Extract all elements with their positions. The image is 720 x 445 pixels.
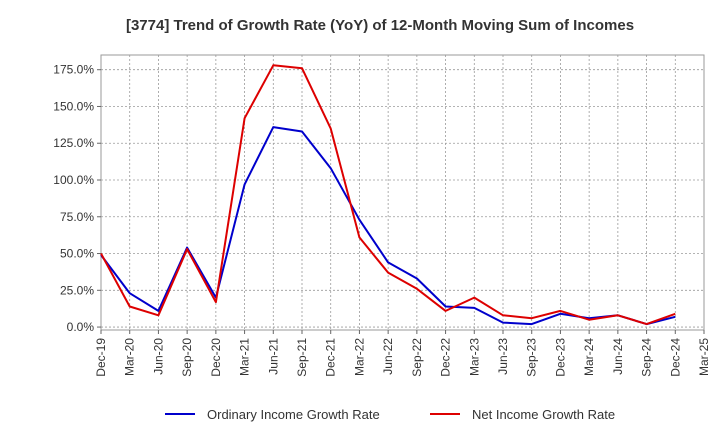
x-tick-label: Mar-21	[238, 338, 252, 376]
x-tick-label: Mar-24	[582, 338, 596, 376]
legend-label: Net Income Growth Rate	[472, 407, 615, 422]
y-tick-label: 125.0%	[53, 136, 94, 150]
chart-title: [3774] Trend of Growth Rate (YoY) of 12-…	[126, 17, 634, 34]
x-tick-label: Dec-22	[439, 338, 453, 377]
x-tick-label: Jun-24	[611, 338, 625, 375]
x-tick-label: Sep-22	[410, 338, 424, 377]
x-axis-ticks: Dec-19 Mar-20 Jun-20 Sep-20 Dec-20 Mar-21 Jun-…	[94, 330, 711, 377]
y-tick-label: 75.0%	[60, 210, 94, 224]
grid-lines	[100, 55, 705, 330]
x-tick-label: Dec-23	[553, 338, 567, 377]
plot-area	[100, 54, 705, 331]
legend-label: Ordinary Income Growth Rate	[207, 407, 380, 422]
x-tick-label: Jun-20	[151, 338, 165, 375]
x-tick-label: Sep-23	[525, 338, 539, 377]
x-tick-label: Dec-24	[668, 338, 682, 377]
y-tick-label: 0.0%	[67, 320, 95, 334]
legend: Ordinary Income Growth Rate Net Income Gr…	[165, 407, 615, 422]
x-tick-label: Sep-21	[295, 338, 309, 377]
series-line-net-income	[100, 64, 676, 326]
x-tick-label: Mar-23	[467, 338, 481, 376]
y-tick-label: 25.0%	[60, 283, 94, 297]
x-tick-label: Mar-25	[697, 338, 711, 376]
y-axis-ticks: 0.0% 25.0% 50.0% 75.0% 100.0% 125.0% 150.0% 175…	[53, 63, 101, 334]
y-tick-label: 175.0%	[53, 63, 94, 77]
x-tick-label: Sep-20	[180, 338, 194, 377]
x-tick-label: Jun-22	[381, 338, 395, 375]
x-tick-label: Dec-20	[209, 338, 223, 377]
x-tick-label: Sep-24	[640, 338, 654, 377]
y-tick-label: 100.0%	[53, 173, 94, 187]
x-tick-label: Dec-19	[94, 338, 108, 377]
series-lines	[100, 64, 676, 326]
x-tick-label: Jun-23	[496, 338, 510, 375]
x-tick-label: Jun-21	[266, 338, 280, 375]
x-tick-label: Mar-20	[123, 338, 137, 376]
y-tick-label: 150.0%	[53, 99, 94, 113]
y-tick-label: 50.0%	[60, 247, 94, 261]
x-tick-label: Mar-22	[352, 338, 366, 376]
x-tick-label: Dec-21	[324, 338, 338, 377]
